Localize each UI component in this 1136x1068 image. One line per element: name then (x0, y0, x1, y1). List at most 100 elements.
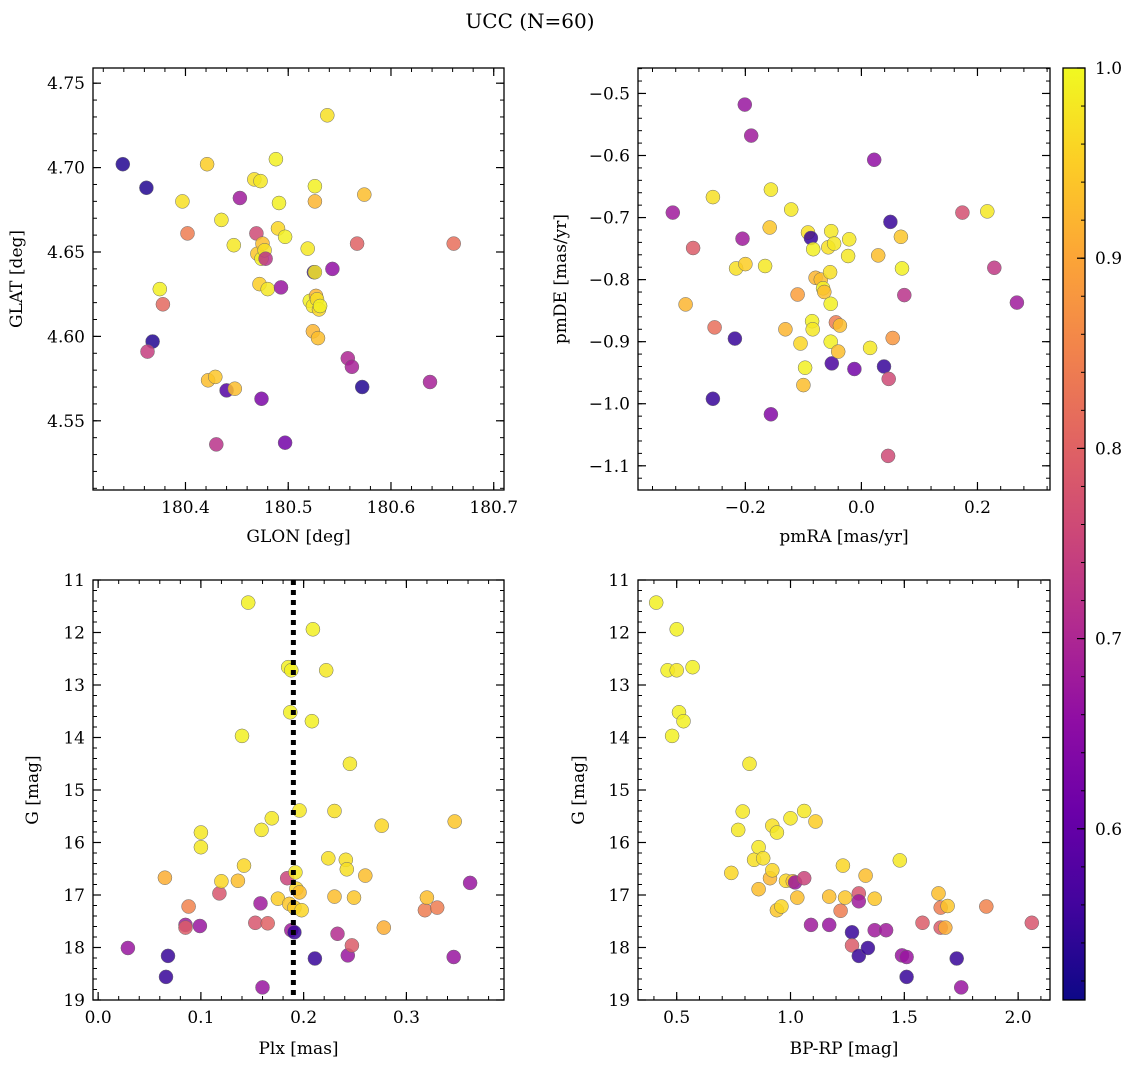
scatter-point (294, 902, 309, 918)
x-tick-label: 1.0 (777, 1008, 804, 1028)
scatter-point (320, 108, 335, 123)
scatter-point (310, 330, 326, 346)
y-tick-label: 16 (63, 834, 85, 854)
axes-frame (637, 579, 1051, 1001)
scatter-point (260, 916, 275, 931)
axes-frame (92, 579, 505, 1001)
scatter-point (883, 214, 898, 230)
scatter-point (327, 889, 342, 904)
scatter-point (240, 595, 256, 610)
scatter-point (844, 938, 860, 953)
scatter-point (757, 258, 773, 274)
x-axis-label: GLON [deg] (246, 527, 350, 547)
scatter-point (769, 825, 785, 840)
scatter-point (1009, 295, 1025, 310)
y-tick-label: 4.65 (47, 243, 85, 263)
colorbar-tick-label: 0.8 (1095, 439, 1122, 459)
scatter-point (840, 248, 856, 264)
scatter-point (915, 915, 930, 931)
colorbar-gradient (1062, 67, 1086, 1001)
subplot-3: 0.0 0.1 0.2 0.3 11 12 13 14 15 16 17 18 19 Plx [mas] G… (23, 571, 505, 1059)
scatter-point (330, 926, 345, 942)
y-tick-label: 13 (63, 676, 85, 696)
scatter-point (234, 728, 250, 744)
scatter-point (881, 371, 896, 387)
scatter-point (751, 881, 766, 897)
scatter-point (232, 190, 248, 206)
y-tick-label: 12 (63, 624, 85, 644)
scatter-point (817, 284, 832, 300)
y-tick-label: 16 (608, 834, 630, 854)
scatter-point (178, 920, 193, 935)
scatter-point (955, 205, 970, 220)
y-tick-label: −0.8 (589, 271, 630, 291)
figure-title: UCC (N=60) (465, 9, 594, 33)
scatter-point (349, 236, 365, 251)
scatter-point (844, 925, 860, 940)
y-tick-label: 4.55 (47, 412, 85, 432)
x-tick-label: 180.7 (469, 498, 518, 518)
x-tick-label: 0.2 (964, 498, 991, 518)
colorbar: 0.6 0.7 0.8 0.9 1.0 (1062, 59, 1122, 1001)
scatter-point (158, 969, 174, 985)
x-axis-label: Plx [mas] (258, 1039, 338, 1059)
scatter-point (833, 903, 848, 919)
axes-frame (637, 67, 1051, 491)
scatter-point (283, 705, 298, 720)
scatter-point (157, 870, 173, 885)
scatter-point (685, 240, 701, 256)
x-tick-label: 2.0 (1005, 1008, 1032, 1028)
y-tick-label: 15 (63, 781, 85, 801)
y-tick-label: −0.7 (589, 209, 630, 229)
x-tick-label: −0.2 (725, 498, 766, 518)
y-tick-label: −0.6 (589, 147, 630, 167)
scatter-point (446, 236, 461, 251)
x-tick-label: 0.1 (187, 1008, 214, 1028)
y-tick-label: 4.60 (47, 327, 85, 347)
scatter-point (253, 173, 268, 189)
scatter-point (743, 128, 759, 143)
scatter-point (255, 980, 270, 995)
scatter-point (669, 663, 684, 678)
scatter-point (277, 229, 293, 245)
x-axis-label: BP-RP [mag] (790, 1039, 899, 1059)
scatter-point (214, 212, 229, 228)
y-tick-label: 13 (608, 676, 630, 696)
subplot-2: −0.2 0.0 0.2 −1.1 −1.0 −0.9 −0.8 −0.7 −0.6 −0.5 pm… (551, 67, 1051, 547)
scatter-point (880, 448, 896, 464)
scatter-point (199, 156, 215, 172)
scatter-point (822, 264, 838, 280)
scatter-point (357, 187, 372, 202)
y-tick-label: 4.75 (47, 74, 85, 94)
scatter-point (305, 622, 321, 637)
scatter-point (230, 873, 246, 889)
scatter-point (765, 863, 780, 878)
scatter-point (885, 330, 900, 346)
scatter-point (860, 940, 876, 956)
scatter-point (208, 369, 223, 385)
scatter-point (307, 194, 323, 209)
scatter-point (805, 241, 821, 257)
scatter-point (987, 260, 1002, 276)
colorbar-tick-label: 0.6 (1095, 820, 1122, 840)
scatter-point (140, 344, 155, 359)
scatter-point (823, 223, 839, 239)
scatter-points (648, 595, 1040, 995)
scatter-point (763, 182, 779, 197)
scatter-point (862, 340, 878, 356)
scatter-point (139, 180, 154, 196)
scatter-points (665, 97, 1025, 464)
y-axis-label: G [mag] (23, 755, 43, 824)
scatter-point (735, 804, 750, 819)
scatter-point (762, 220, 777, 235)
scatter-point (446, 949, 461, 965)
scatter-point (738, 256, 753, 272)
scatter-point (339, 862, 355, 877)
x-tick-label: 0.0 (848, 498, 875, 518)
scatter-point (899, 949, 914, 965)
scatter-point (940, 898, 955, 914)
scatter-point (1024, 915, 1040, 931)
colorbar-tick-label: 0.9 (1095, 249, 1122, 269)
scatter-point (897, 287, 912, 303)
